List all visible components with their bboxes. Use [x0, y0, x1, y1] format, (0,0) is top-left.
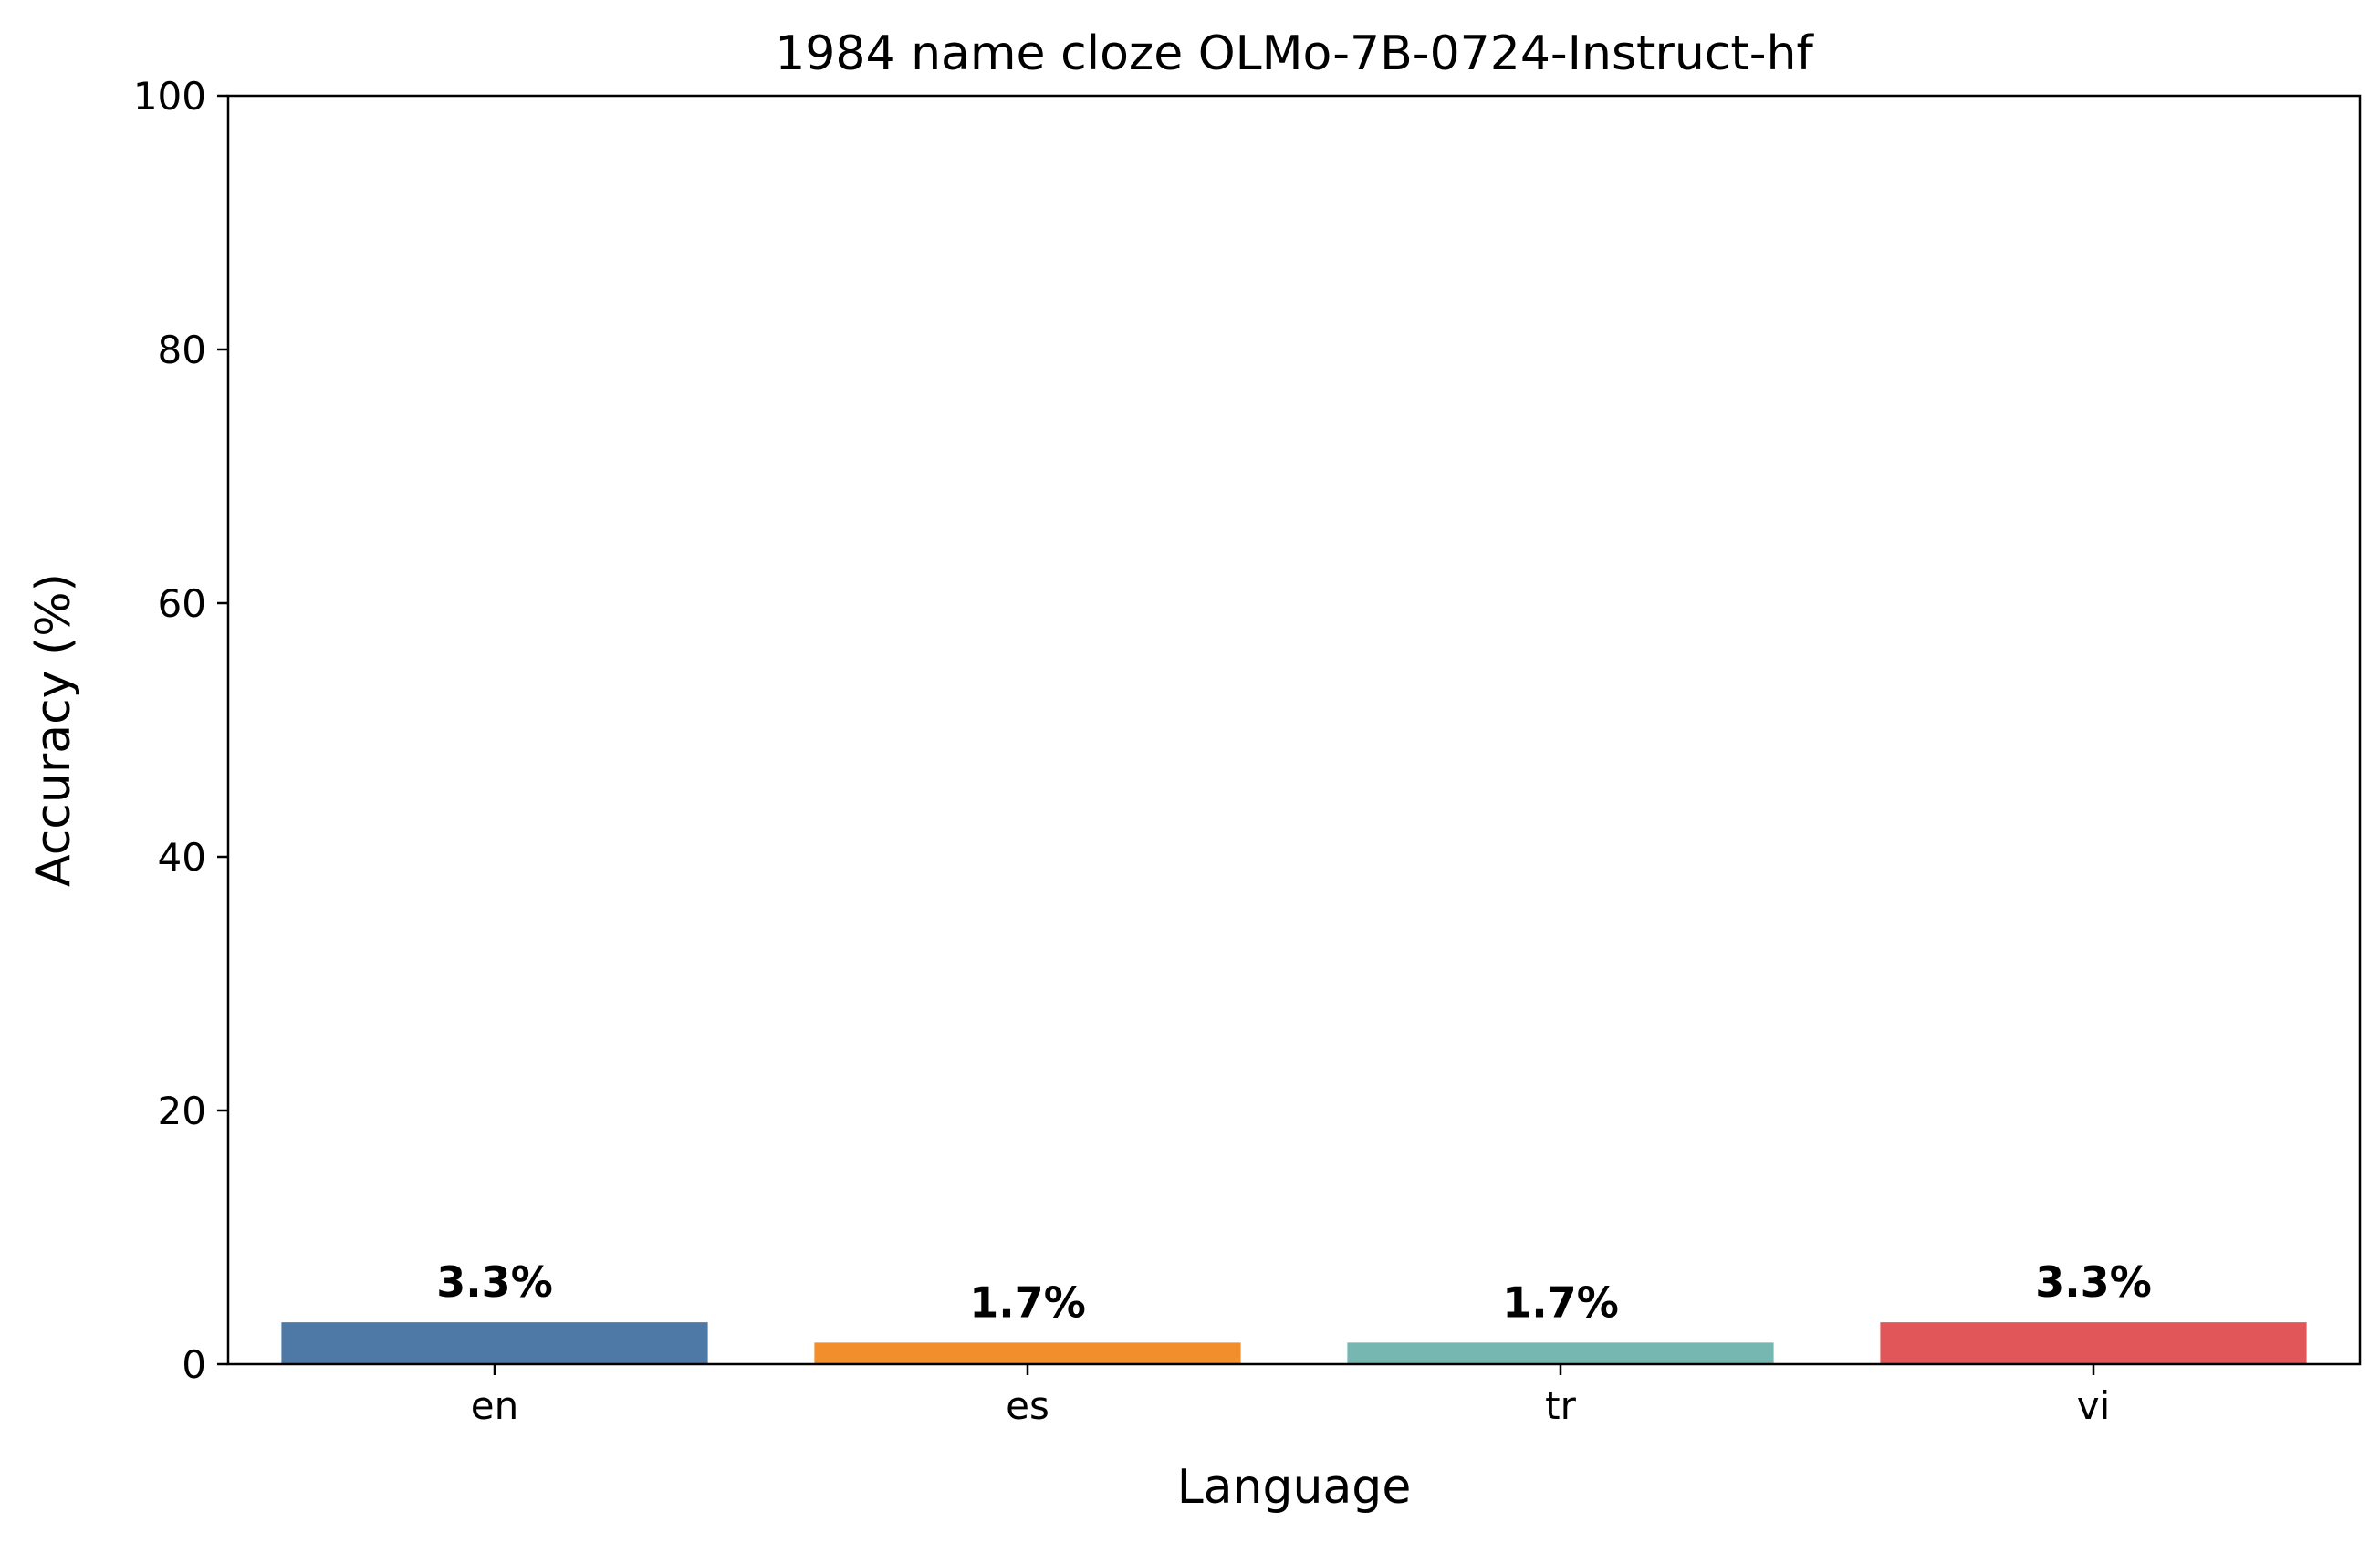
x-tick-label-es: es	[1006, 1383, 1049, 1428]
y-tick-label-40: 40	[158, 835, 206, 880]
bars-group	[281, 1322, 2307, 1364]
x-axis-label: Language	[1177, 1460, 1412, 1515]
bar-es	[814, 1342, 1241, 1364]
y-tick-label-0: 0	[182, 1342, 206, 1387]
x-tick-label-tr: tr	[1545, 1383, 1576, 1428]
y-tick-label-80: 80	[158, 328, 206, 372]
value-label-en: 3.3%	[436, 1257, 553, 1307]
plot-frame	[226, 94, 2362, 1366]
y-tick-label-20: 20	[158, 1089, 206, 1133]
y-tick-label-100: 100	[133, 74, 206, 119]
x-tick-label-en: en	[471, 1383, 518, 1428]
bar-vi	[1880, 1322, 2307, 1364]
value-label-vi: 3.3%	[2035, 1257, 2152, 1307]
value-labels-group: 3.3% 1.7% 1.7% 3.3%	[436, 1257, 2152, 1327]
chart-title: 1984 name cloze OLMo-7B-0724-Instruct-hf	[775, 26, 1814, 81]
x-axis: en es tr vi	[471, 1364, 2111, 1428]
bar-en	[281, 1322, 708, 1364]
value-label-tr: 1.7%	[1502, 1277, 1619, 1327]
y-tick-label-60: 60	[158, 581, 206, 626]
x-tick-label-vi: vi	[2077, 1383, 2111, 1428]
value-label-es: 1.7%	[969, 1277, 1086, 1327]
y-axis: 0 20 40 60 80 100	[133, 74, 228, 1387]
y-axis-label: Accuracy (%)	[26, 573, 81, 887]
bar-tr	[1347, 1342, 1774, 1364]
